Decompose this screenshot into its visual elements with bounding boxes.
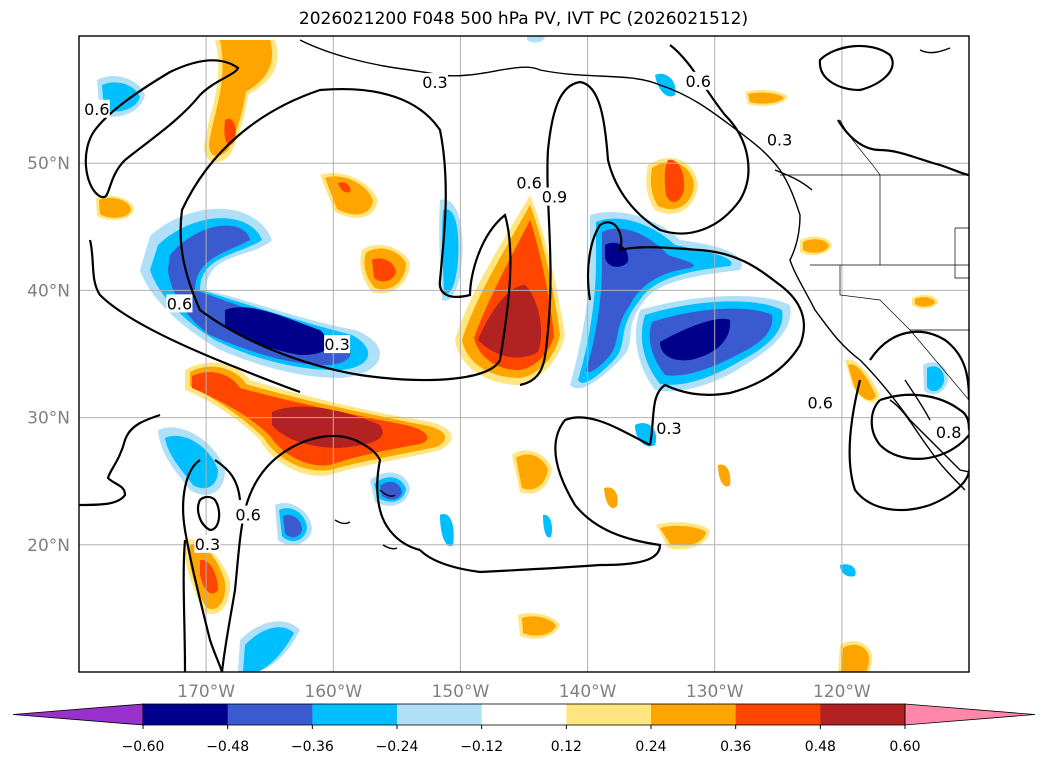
contour-label: 0.3 bbox=[767, 130, 792, 149]
contour-label: 0.3 bbox=[656, 419, 681, 438]
colorbar-outline bbox=[142, 703, 906, 726]
colorbar-tick-label: −0.24 bbox=[376, 739, 419, 755]
contour-label: 0.6 bbox=[516, 174, 541, 193]
colorbar-tick-label: 0.24 bbox=[635, 739, 666, 755]
positive-pv-anomaly bbox=[96, 40, 938, 672]
y-tick-label: 30°N bbox=[27, 409, 70, 429]
colorbar-segment bbox=[397, 704, 483, 725]
y-tick-label: 20°N bbox=[27, 536, 70, 556]
colorbar-tick-label: 0.48 bbox=[805, 739, 836, 755]
x-tick-label: 120°W bbox=[813, 682, 871, 702]
colorbar-segment bbox=[481, 704, 567, 725]
colorbar-extend-min bbox=[12, 703, 144, 726]
political-borders bbox=[780, 119, 969, 401]
colorbar-tick-label: −0.48 bbox=[206, 739, 249, 755]
contour-label-background bbox=[935, 422, 962, 441]
contour-label-background bbox=[766, 130, 793, 149]
contour-label: 0.6 bbox=[685, 72, 710, 91]
contour-label: 0.9 bbox=[542, 188, 567, 207]
x-axis-tick-labels: 170°W 160°W 150°W 140°W 130°W 120°W bbox=[177, 682, 871, 702]
contour-label-background bbox=[324, 335, 351, 354]
colorbar-segment bbox=[143, 704, 229, 725]
map-frame bbox=[78, 35, 970, 673]
contour-labels: 0.60.30.60.90.60.30.30.60.30.60.80.60.3 bbox=[83, 71, 962, 554]
colorbar-tick-label: −0.60 bbox=[122, 739, 165, 755]
contour-label: 0.6 bbox=[235, 506, 260, 525]
contour-label-background bbox=[235, 505, 262, 524]
colorbar-extend-max bbox=[904, 703, 1036, 726]
contour-label: 0.6 bbox=[84, 100, 109, 119]
contour-label-background bbox=[194, 534, 221, 553]
contour-label: 0.6 bbox=[167, 294, 192, 313]
colorbar-tick-label: −0.36 bbox=[291, 739, 334, 755]
colorbar-tick-label: −0.12 bbox=[460, 739, 503, 755]
colorbar-segment bbox=[735, 704, 821, 725]
y-tick-label: 40°N bbox=[27, 281, 70, 301]
x-tick-label: 140°W bbox=[559, 682, 617, 702]
contour-label-background bbox=[541, 187, 568, 206]
contour-label-background bbox=[422, 73, 448, 92]
contour-label: 0.6 bbox=[808, 394, 833, 413]
colorbar-segment bbox=[312, 704, 398, 725]
y-tick-label: 50°N bbox=[27, 154, 70, 174]
ivt-contours bbox=[79, 44, 969, 672]
contour-label-background bbox=[807, 393, 834, 412]
contour-label: 0.3 bbox=[195, 535, 220, 554]
contour-label-background bbox=[685, 71, 712, 90]
colorbar-tick-label: 0.60 bbox=[889, 739, 920, 755]
colorbar-tick-label: 0.36 bbox=[720, 739, 751, 755]
x-tick-label: 130°W bbox=[686, 682, 744, 702]
colorbar-segment bbox=[227, 704, 313, 725]
y-axis-tick-labels: 20°N 30°N 40°N 50°N bbox=[27, 154, 70, 556]
contour-label-background bbox=[166, 294, 193, 313]
colorbar-segment bbox=[651, 704, 737, 725]
x-tick-label: 170°W bbox=[177, 682, 235, 702]
contour-label: 0.3 bbox=[324, 335, 349, 354]
colorbar-tick-labels: −0.60 −0.48 −0.36 −0.24 −0.12 0.12 0.24 0.36 0.4… bbox=[122, 725, 921, 755]
contour-label: 0.8 bbox=[936, 423, 961, 442]
colorbar-segment bbox=[820, 704, 906, 725]
contour-label-background bbox=[83, 99, 110, 118]
map-title: 2026021200 F048 500 hPa PV, IVT PC (2026… bbox=[298, 9, 749, 29]
contour-label-background bbox=[516, 173, 543, 192]
x-tick-label: 160°W bbox=[304, 682, 362, 702]
colorbar-tick-label: 0.12 bbox=[551, 739, 582, 755]
x-tick-label: 150°W bbox=[432, 682, 490, 702]
contour-label-background bbox=[655, 419, 682, 438]
contour-label: 0.3 bbox=[422, 73, 447, 92]
colorbar bbox=[12, 703, 1036, 726]
colorbar-segment bbox=[566, 704, 652, 725]
